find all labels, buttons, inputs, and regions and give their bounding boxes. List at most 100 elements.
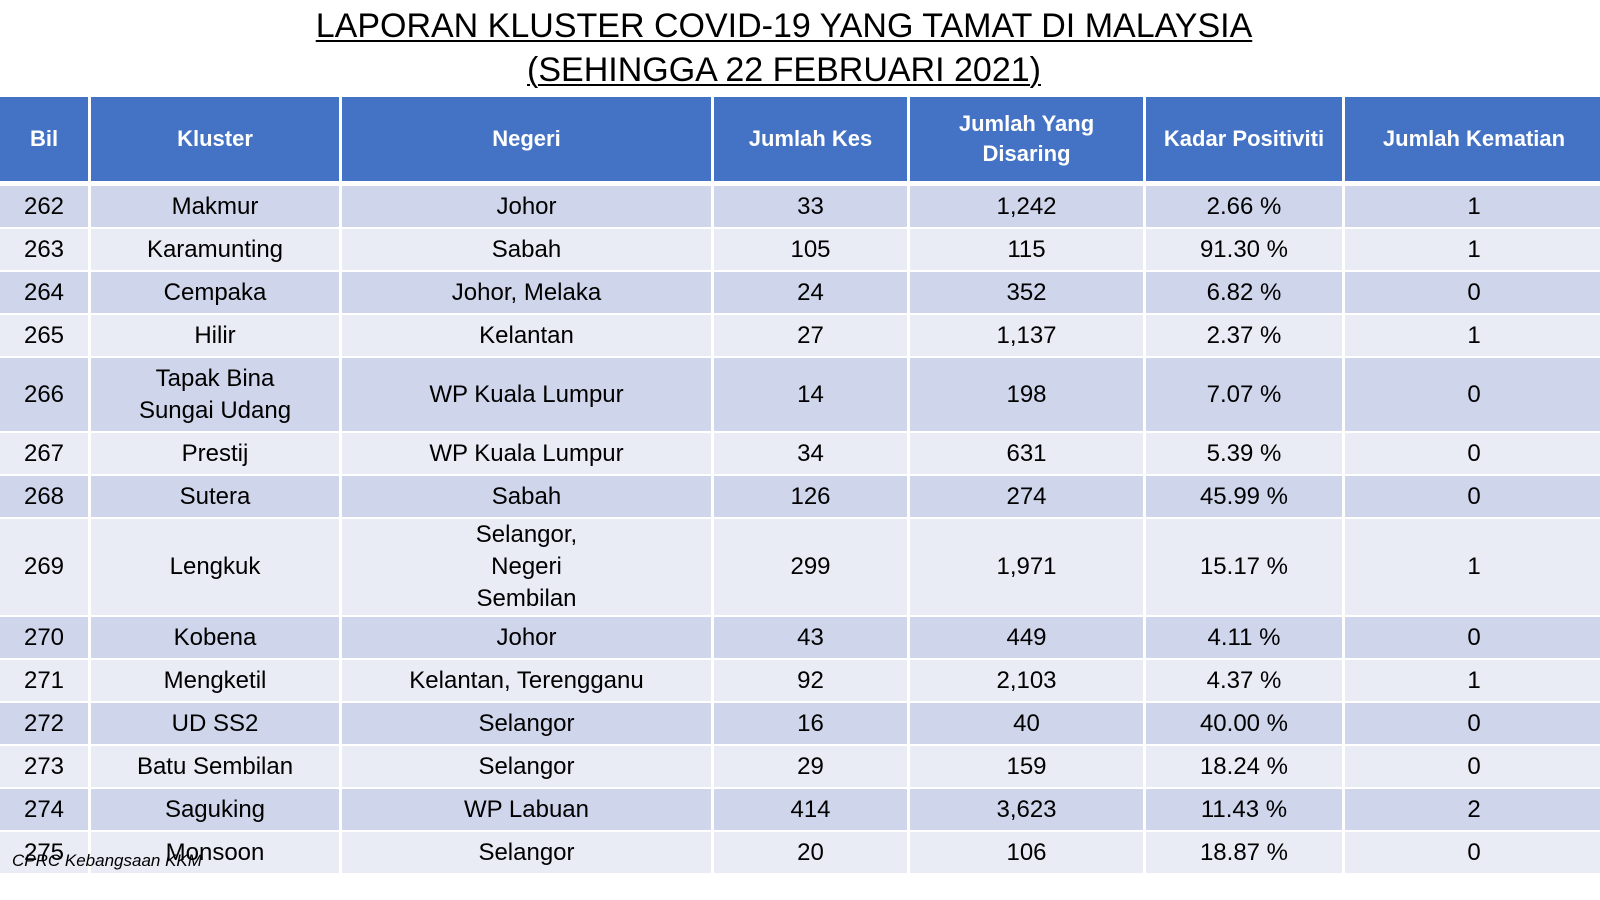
cell-kluster: Cempaka [91,272,339,313]
cell-jumlah-kematian: 1 [1345,315,1600,356]
cell-jumlah-disaring: 40 [910,703,1143,744]
table-row: 264 Cempaka Johor, Melaka 24 352 6.82 % 0 [0,272,1600,313]
cell-jumlah-disaring: 198 [910,358,1143,431]
cell-bil: 271 [0,660,88,701]
cell-kluster: Hilir [91,315,339,356]
cell-jumlah-disaring: 106 [910,832,1143,873]
cell-bil: 263 [0,229,88,270]
table-row: 266 Tapak Bina Sungai Udang WP Kuala Lumpu… [0,358,1600,431]
cell-negeri: Selangor, Negeri Sembilan [342,519,711,615]
cell-kadar-positiviti: 11.43 % [1146,789,1342,830]
table-body: 262 Makmur Johor 33 1,242 2.66 % 1 263 Karamunti… [0,183,1600,873]
header-negeri: Negeri [342,97,711,181]
cell-negeri: Sabah [342,229,711,270]
header-kluster: Kluster [91,97,339,181]
cell-jumlah-kes: 43 [714,617,907,658]
cell-negeri: Selangor [342,746,711,787]
cell-jumlah-kematian: 1 [1345,519,1600,615]
cell-jumlah-kematian: 0 [1345,746,1600,787]
cell-jumlah-kematian: 0 [1345,617,1600,658]
cell-kluster: Batu Sembilan [91,746,339,787]
cell-jumlah-disaring: 631 [910,433,1143,474]
cell-jumlah-kematian: 0 [1345,832,1600,873]
cell-jumlah-kes: 33 [714,183,907,227]
cell-kluster: Tapak Bina Sungai Udang [91,358,339,431]
cell-kadar-positiviti: 15.17 % [1146,519,1342,615]
cell-jumlah-kes: 105 [714,229,907,270]
cell-jumlah-kematian: 0 [1345,272,1600,313]
cell-kadar-positiviti: 91.30 % [1146,229,1342,270]
cell-jumlah-kes: 299 [714,519,907,615]
cell-jumlah-disaring: 3,623 [910,789,1143,830]
cell-kadar-positiviti: 2.37 % [1146,315,1342,356]
cell-negeri: Johor [342,617,711,658]
table-row: 272 UD SS2 Selangor 16 40 40.00 % 0 [0,703,1600,744]
cell-jumlah-kes: 16 [714,703,907,744]
cell-jumlah-disaring: 274 [910,476,1143,517]
cell-jumlah-kes: 24 [714,272,907,313]
cell-jumlah-kematian: 0 [1345,476,1600,517]
cell-bil: 265 [0,315,88,356]
cell-bil: 269 [0,519,88,615]
cell-kluster: Lengkuk [91,519,339,615]
cell-kluster: Sutera [91,476,339,517]
cell-kluster: Prestij [91,433,339,474]
cell-kluster: Makmur [91,183,339,227]
cell-jumlah-disaring: 352 [910,272,1143,313]
cell-kadar-positiviti: 18.24 % [1146,746,1342,787]
cell-kadar-positiviti: 6.82 % [1146,272,1342,313]
cell-kluster: Saguking [91,789,339,830]
cell-kadar-positiviti: 2.66 % [1146,183,1342,227]
cell-kadar-positiviti: 5.39 % [1146,433,1342,474]
cell-negeri: WP Kuala Lumpur [342,433,711,474]
cell-kadar-positiviti: 4.37 % [1146,660,1342,701]
cell-jumlah-kematian: 0 [1345,703,1600,744]
cell-jumlah-kes: 414 [714,789,907,830]
cell-kadar-positiviti: 4.11 % [1146,617,1342,658]
cell-jumlah-kes: 92 [714,660,907,701]
table-row: 274 Saguking WP Labuan 414 3,623 11.43 % 2 [0,789,1600,830]
table-row: 262 Makmur Johor 33 1,242 2.66 % 1 [0,183,1600,227]
cell-negeri: Selangor [342,832,711,873]
table-row: 273 Batu Sembilan Selangor 29 159 18.24 % 0 [0,746,1600,787]
title-line-2: (SEHINGGA 22 FEBRUARI 2021) [527,51,1041,89]
cell-jumlah-disaring: 1,137 [910,315,1143,356]
table-row: 275 Monsoon Selangor 20 106 18.87 % 0 [0,832,1600,873]
header-jumlah-kematian: Jumlah Kematian [1345,97,1600,181]
header-bil: Bil [0,97,88,181]
cell-negeri: WP Labuan [342,789,711,830]
cell-negeri: Kelantan, Terengganu [342,660,711,701]
cell-bil: 275 [0,832,88,873]
cell-jumlah-kematian: 1 [1345,229,1600,270]
cell-kluster: Mengketil [91,660,339,701]
cell-jumlah-kematian: 0 [1345,433,1600,474]
cell-jumlah-kes: 29 [714,746,907,787]
cell-bil: 273 [0,746,88,787]
cell-jumlah-kematian: 0 [1345,358,1600,431]
cell-jumlah-kes: 20 [714,832,907,873]
cell-negeri: WP Kuala Lumpur [342,358,711,431]
cell-jumlah-kes: 126 [714,476,907,517]
cell-bil: 267 [0,433,88,474]
table-row: 271 Mengketil Kelantan, Terengganu 92 2,103 4… [0,660,1600,701]
cell-jumlah-disaring: 449 [910,617,1143,658]
title-line-1: LAPORAN KLUSTER COVID-19 YANG TAMAT DI M… [315,7,1253,45]
header-kadar-positiviti: Kadar Positiviti [1146,97,1342,181]
cell-kadar-positiviti: 40.00 % [1146,703,1342,744]
cell-negeri: Johor [342,183,711,227]
table-row: 263 Karamunting Sabah 105 115 91.30 % 1 [0,229,1600,270]
table-row: 269 Lengkuk Selangor, Negeri Sembilan 299 1,… [0,519,1600,615]
cell-bil: 262 [0,183,88,227]
cell-kadar-positiviti: 18.87 % [1146,832,1342,873]
header-jumlah-disaring: Jumlah Yang Disaring [910,97,1143,181]
cell-negeri: Johor, Melaka [342,272,711,313]
cell-negeri: Kelantan [342,315,711,356]
cell-kadar-positiviti: 45.99 % [1146,476,1342,517]
cell-jumlah-disaring: 1,242 [910,183,1143,227]
cell-kluster: UD SS2 [91,703,339,744]
cell-jumlah-kematian: 1 [1345,660,1600,701]
cell-kluster: Monsoon [91,832,339,873]
cell-bil: 268 [0,476,88,517]
cell-negeri: Sabah [342,476,711,517]
cell-jumlah-kematian: 1 [1345,183,1600,227]
